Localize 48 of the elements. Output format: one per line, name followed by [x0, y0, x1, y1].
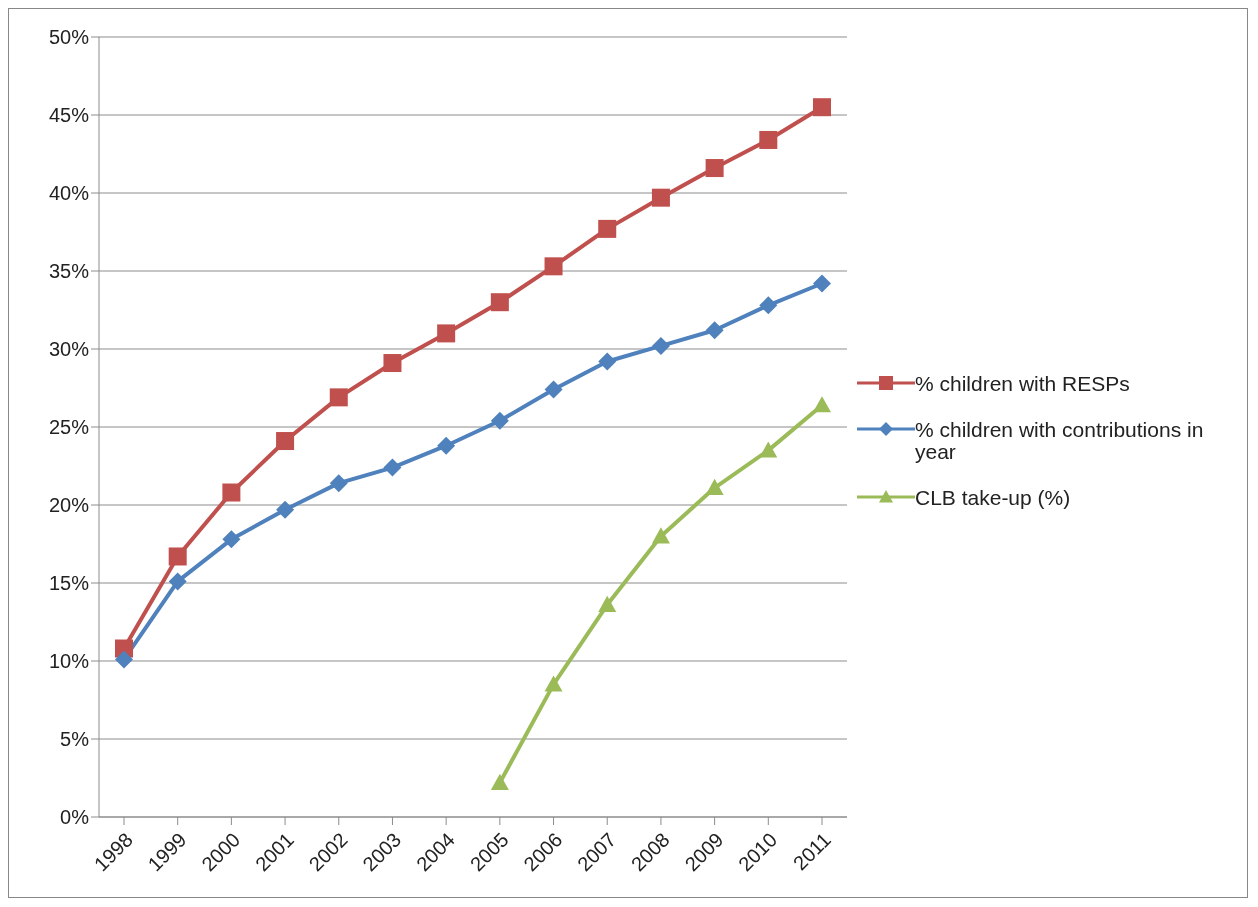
y-tick-label: 35% — [48, 260, 90, 283]
point — [329, 474, 348, 493]
point — [651, 188, 670, 207]
point — [115, 650, 133, 669]
point — [383, 458, 402, 477]
point — [383, 354, 402, 373]
point — [544, 257, 563, 276]
point — [168, 547, 187, 566]
point — [276, 432, 295, 451]
point — [544, 675, 563, 692]
y-tick-label: 25% — [48, 416, 90, 439]
point — [168, 572, 187, 591]
point — [490, 293, 509, 312]
point — [222, 530, 241, 549]
point — [705, 159, 724, 178]
point — [329, 388, 348, 407]
legend-label: % children with contributions in year — [915, 418, 1205, 463]
point — [437, 324, 456, 343]
point — [544, 380, 563, 399]
point — [759, 130, 778, 149]
point — [598, 595, 617, 613]
legend-label: % children with RESPs — [915, 372, 1130, 395]
y-tick-label: 30% — [48, 338, 90, 361]
y-tick-label: 45% — [48, 104, 90, 127]
point — [759, 296, 778, 315]
legend-label: CLB take-up (%) — [915, 486, 1071, 509]
point — [490, 411, 509, 430]
point — [813, 98, 831, 117]
point — [598, 219, 617, 238]
y-tick-label: 15% — [48, 572, 90, 595]
point — [276, 500, 295, 519]
point — [813, 396, 831, 413]
point — [705, 321, 724, 340]
y-tick-label: 40% — [48, 182, 90, 205]
point — [598, 352, 617, 371]
point — [705, 478, 724, 496]
point — [490, 773, 509, 790]
point — [651, 527, 670, 544]
y-tick-label: 5% — [60, 728, 90, 751]
y-tick-label: 0% — [60, 806, 90, 829]
y-tick-label: 10% — [48, 650, 90, 673]
point — [437, 436, 456, 455]
point — [222, 483, 241, 502]
y-tick-label: 50% — [48, 26, 90, 49]
y-tick-label: 20% — [48, 494, 90, 517]
point — [651, 336, 670, 355]
point — [813, 274, 831, 293]
point — [759, 441, 778, 458]
